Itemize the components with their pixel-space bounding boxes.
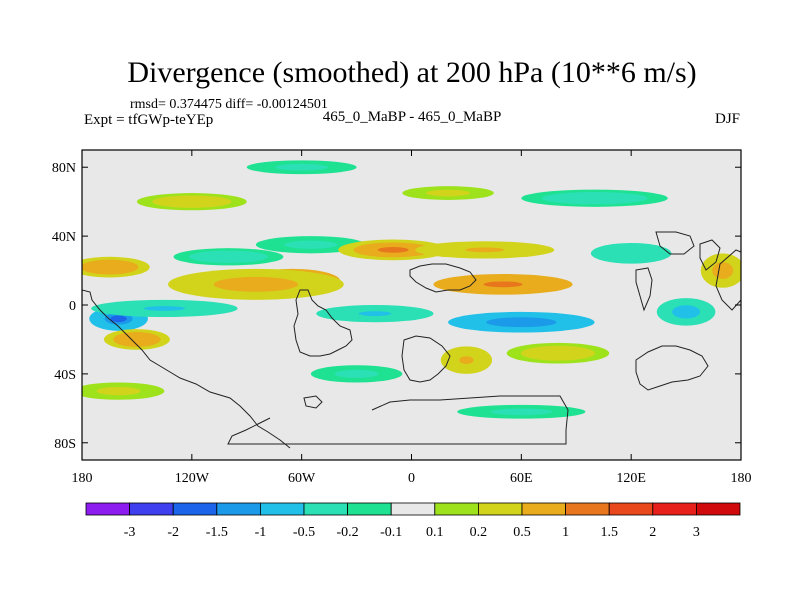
contour-fill <box>358 311 392 317</box>
field-feature <box>402 186 494 200</box>
stats-label: rmsd= 0.374475 diff= -0.00124501 <box>130 97 328 112</box>
colorbar-label: 0.5 <box>513 525 531 540</box>
field-feature <box>448 311 595 333</box>
colorbar-label: 1.5 <box>600 525 618 540</box>
y-tick-label: 40N <box>52 230 76 245</box>
colorbar-label: -0.1 <box>380 525 402 540</box>
colorbar-label: 1 <box>562 525 569 540</box>
x-tick-label: 180 <box>72 471 93 486</box>
colorbar-label: -3 <box>124 525 136 540</box>
y-tick-label: 80N <box>52 161 76 176</box>
contour-fill <box>500 319 542 326</box>
field-feature <box>415 241 555 259</box>
comparison-label: 465_0_MaBP - 465_0_MaBP <box>323 109 502 125</box>
field-feature <box>246 160 357 175</box>
experiment-label: Expt = tfGWp-teYEp <box>84 112 213 128</box>
contour-fill <box>98 264 121 271</box>
field-feature <box>457 404 586 419</box>
colorbar-swatch <box>129 502 174 516</box>
y-tick-label: 80S <box>54 437 76 452</box>
x-tick-label: 120W <box>175 471 210 486</box>
field-feature <box>82 382 165 400</box>
field-feature <box>173 248 284 266</box>
contour-fill <box>677 308 695 316</box>
contour-fill <box>435 191 461 195</box>
contour-fill <box>286 165 318 170</box>
field-feature <box>590 243 672 264</box>
contour-fill <box>213 254 244 260</box>
contour-fill <box>110 315 127 323</box>
colorbar-swatch <box>390 502 436 516</box>
colorbar-label: 3 <box>693 525 700 540</box>
colorbar-swatch <box>303 502 348 516</box>
x-tick-label: 0 <box>408 471 415 486</box>
field-feature <box>440 346 493 374</box>
contour-fill <box>295 242 327 248</box>
field-feature <box>316 305 434 323</box>
colorbar-swatch <box>434 502 479 516</box>
colorbar-label: 0.2 <box>470 525 488 540</box>
field-feature <box>656 298 716 326</box>
colorbar: -3 -2 -1.5 -1 -0.5 -0.2 -0.1 0.1 0.2 0.5 1 1.5 2 3 <box>85 502 741 540</box>
contour-fill <box>143 306 185 311</box>
contour-fill <box>619 250 643 257</box>
colorbar-swatch <box>521 502 566 516</box>
chart-title: Divergence (smoothed) at 200 hPa (10**6 … <box>127 56 696 89</box>
x-tick-label: 120E <box>616 471 646 486</box>
contour-fill <box>503 409 540 414</box>
x-tick-label: 180 <box>731 471 752 486</box>
colorbar-swatch <box>172 502 218 516</box>
colorbar-swatch <box>347 502 392 516</box>
x-tick-label: 60E <box>510 471 533 486</box>
contour-fill <box>343 371 370 377</box>
colorbar-label: -0.5 <box>293 525 315 540</box>
contour-fill <box>127 336 147 343</box>
axes: 180 120W 60W 0 60E 120E 180 80N 40N 0 40S 80S <box>52 150 752 486</box>
contour-fill <box>483 281 523 288</box>
field-feature <box>433 274 573 295</box>
field-feature <box>255 236 366 254</box>
field-feature <box>338 239 449 261</box>
colorbar-swatch <box>565 502 610 516</box>
contour-fill <box>105 388 132 394</box>
y-tick-label: 40S <box>54 368 76 383</box>
season-label: DJF <box>715 111 740 127</box>
field-feature <box>91 299 238 318</box>
contour-fill <box>543 350 573 357</box>
colorbar-label: -2 <box>167 525 179 540</box>
contour-fill <box>176 199 208 205</box>
x-tick-label: 60W <box>288 471 316 486</box>
contour-fill <box>377 246 409 253</box>
colorbar-label: 0.1 <box>426 525 444 540</box>
coastlines <box>82 231 741 449</box>
field-feature <box>310 365 403 383</box>
field-feature <box>136 193 247 211</box>
colorbar-swatch <box>85 502 130 516</box>
contour-fill <box>465 247 505 253</box>
divergence-field <box>82 160 741 419</box>
contour-fill <box>574 195 616 201</box>
colorbar-swatch <box>652 502 697 516</box>
field-feature <box>103 329 170 350</box>
colorbar-swatch <box>259 502 305 516</box>
colorbar-label: 2 <box>649 525 656 540</box>
field-feature <box>506 342 610 364</box>
contour-fill <box>459 356 474 364</box>
field-feature <box>82 256 150 278</box>
colorbar-swatch <box>696 502 741 516</box>
field-feature <box>700 253 741 288</box>
colorbar-label: -1.5 <box>206 525 228 540</box>
colorbar-swatch <box>608 502 654 516</box>
colorbar-label: -1 <box>255 525 267 540</box>
contour-fill <box>231 279 281 289</box>
field-feature <box>521 189 668 207</box>
y-tick-label: 0 <box>69 299 76 314</box>
colorbar-swatch <box>477 502 523 516</box>
colorbar-label: -0.2 <box>337 525 359 540</box>
colorbar-swatch <box>216 502 261 516</box>
field-feature <box>168 268 344 300</box>
